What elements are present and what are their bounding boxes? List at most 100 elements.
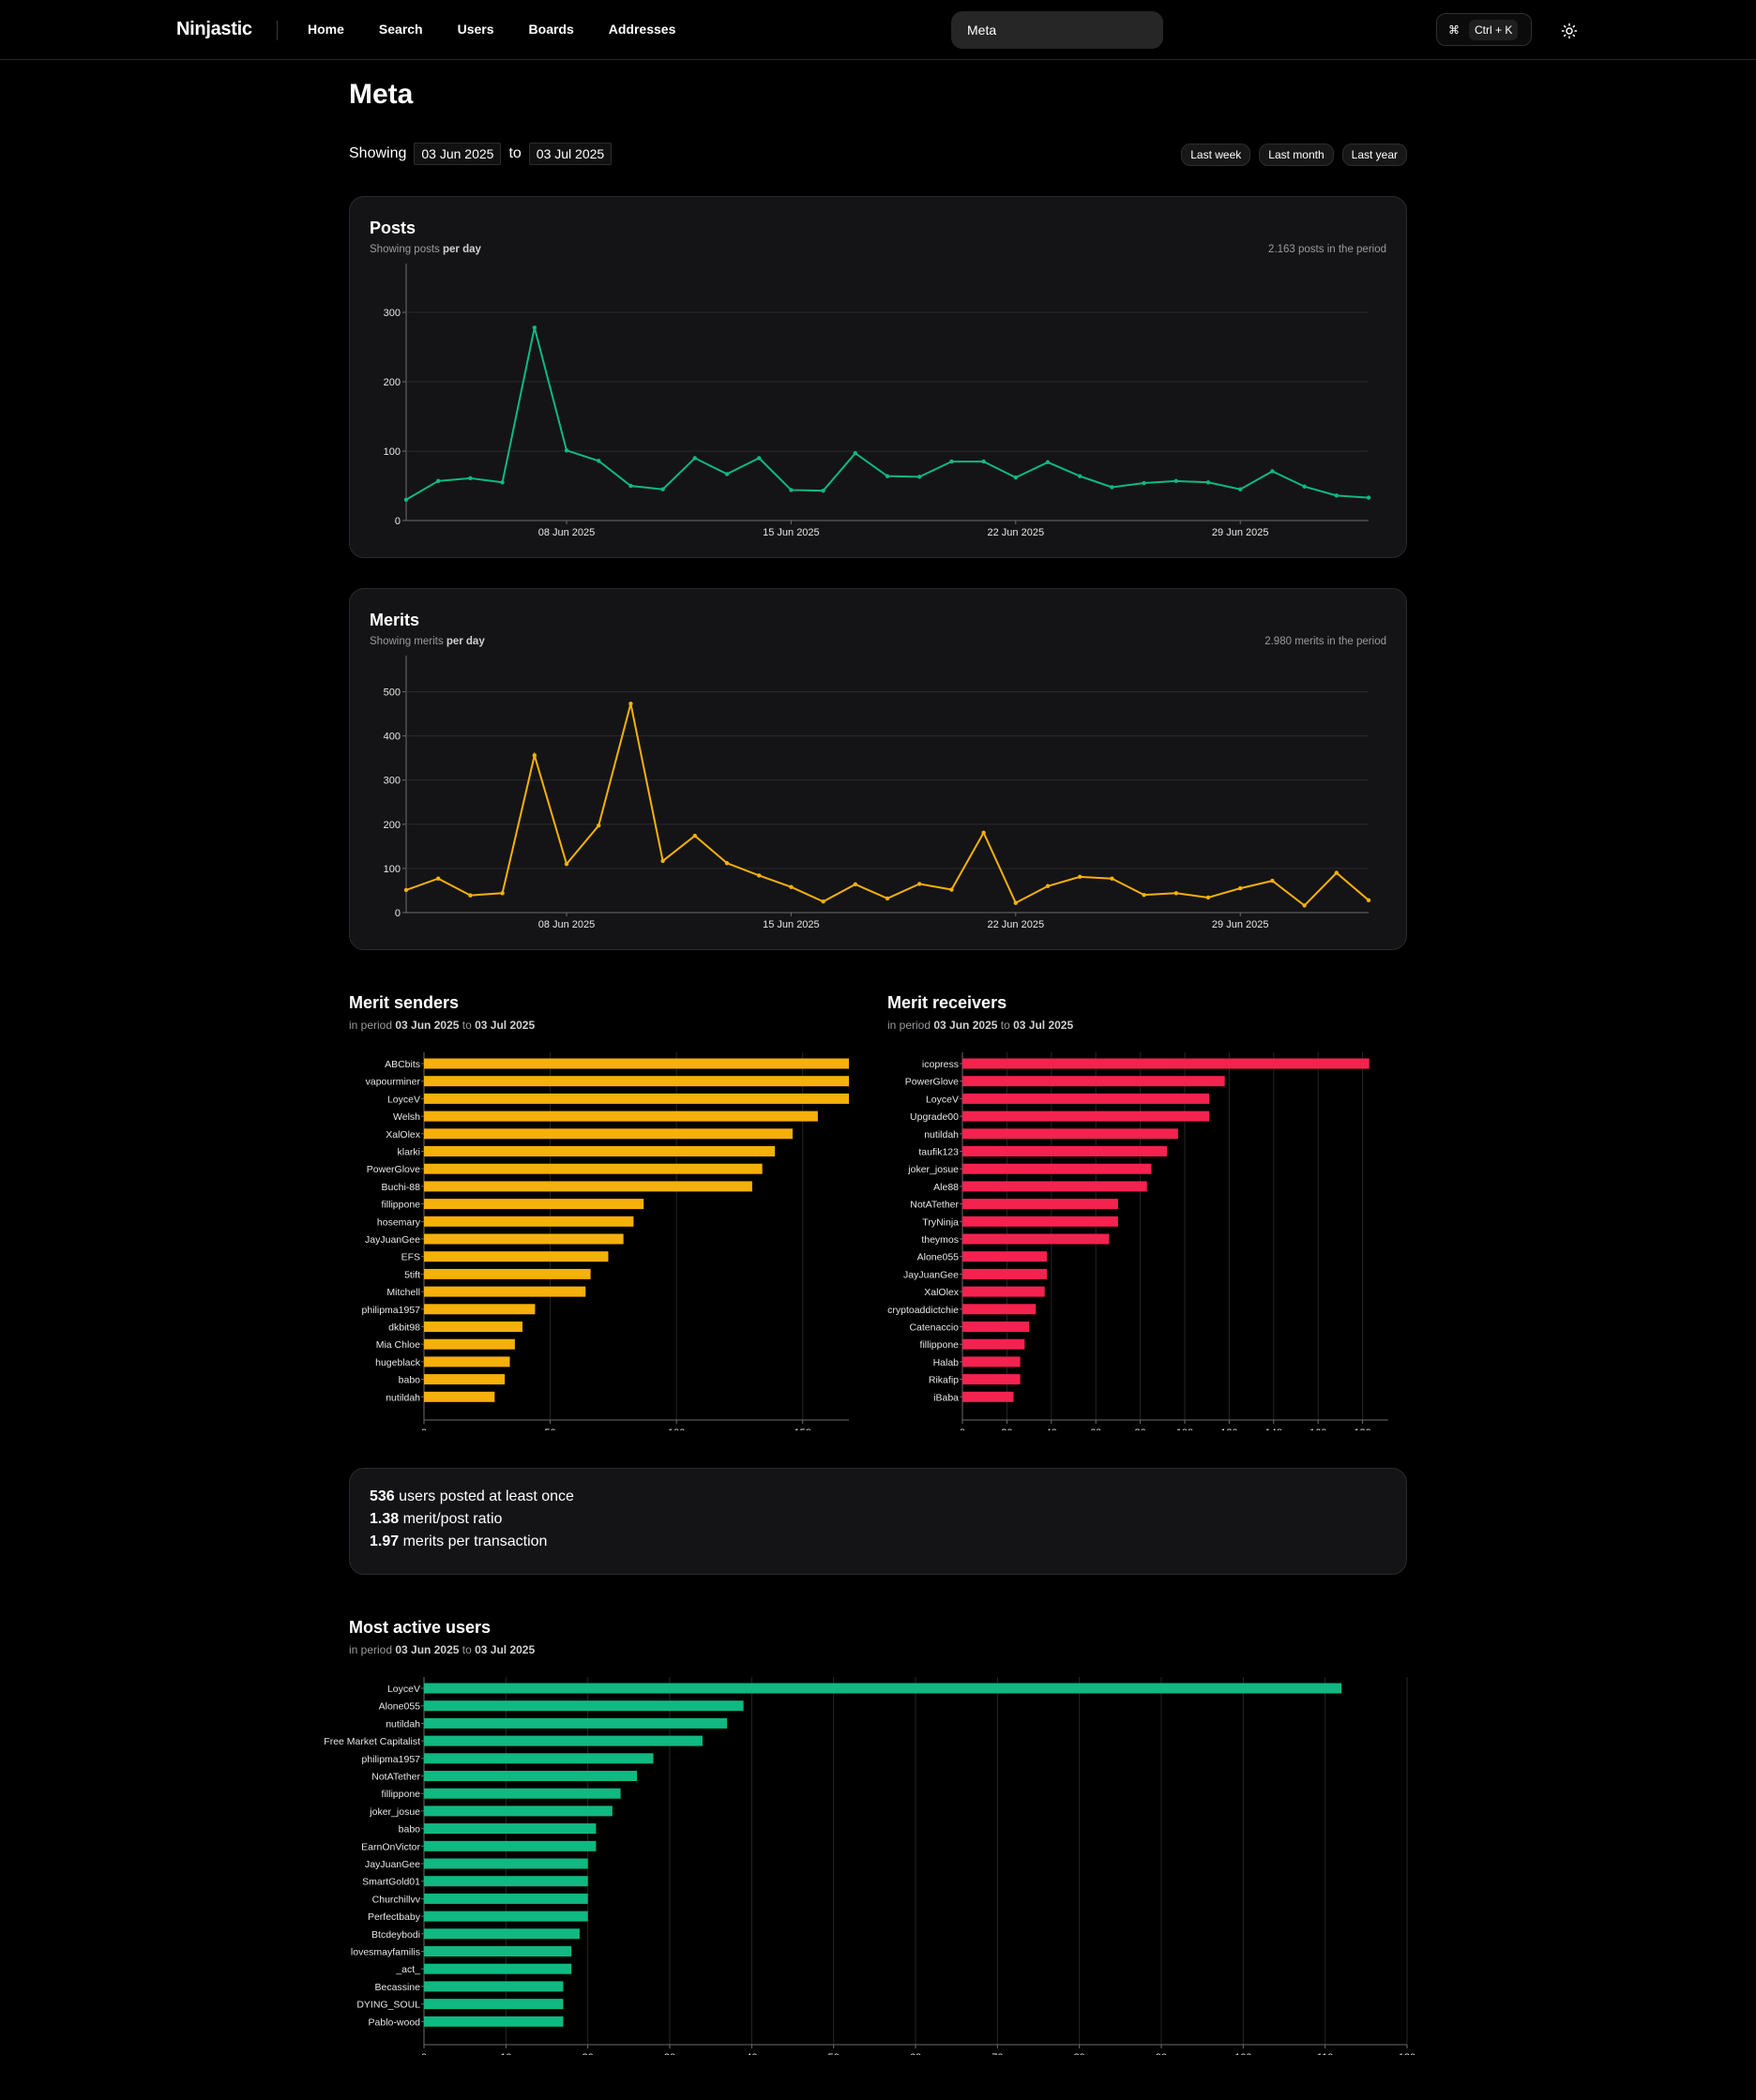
x-tick-label: 90 — [1156, 2052, 1167, 2055]
category-label: lovesmayfamilis — [351, 1947, 420, 1958]
bar — [424, 1928, 580, 1940]
bar — [424, 1110, 818, 1122]
data-point — [403, 887, 409, 893]
data-point — [532, 753, 537, 758]
data-point — [853, 451, 857, 456]
last-week-button[interactable]: Last week — [1181, 144, 1251, 166]
category-label: Alone055 — [379, 1701, 421, 1713]
category-label: JayJuanGee — [903, 1269, 959, 1280]
last-year-button[interactable]: Last year — [1341, 144, 1407, 166]
posts-total: 2.163 posts in the period — [1268, 244, 1386, 255]
data-point — [724, 861, 730, 866]
last-month-button[interactable]: Last month — [1259, 144, 1334, 166]
nav-link-users[interactable]: Users — [457, 22, 494, 37]
data-point — [1270, 878, 1275, 884]
bar — [424, 1199, 644, 1210]
bar — [962, 1233, 1110, 1245]
data-point — [500, 891, 505, 896]
bar — [424, 1374, 506, 1385]
data-point — [1110, 485, 1114, 490]
to-date-input[interactable]: 03 Jul 2025 — [528, 143, 613, 165]
bar — [424, 1876, 588, 1887]
data-point — [821, 488, 825, 493]
category-label: philipma1957 — [362, 1305, 421, 1316]
merits-per-transaction-stat: 1.97 merits per transaction — [370, 1533, 548, 1549]
x-tick-label: 30 — [664, 2052, 675, 2055]
category-label: JayJuanGee — [365, 1234, 420, 1246]
data-point — [597, 459, 601, 463]
nav-link-search[interactable]: Search — [378, 22, 423, 37]
x-tick-label: 15 Jun 2025 — [763, 919, 820, 930]
data-point — [660, 858, 665, 864]
category-label: Mia Chloe — [376, 1339, 420, 1351]
y-tick-label: 400 — [384, 732, 401, 743]
nav-link-boards[interactable]: Boards — [528, 22, 574, 37]
data-point — [1173, 478, 1178, 484]
active-users-subtitle: in period 03 Jun 2025 to 03 Jul 2025 — [349, 1643, 536, 1656]
command-palette-button[interactable]: ⌘ Ctrl + K — [1436, 13, 1532, 46]
category-label: Free Market Capitalist — [324, 1736, 420, 1747]
x-tick-label: 22 Jun 2025 — [988, 919, 1045, 930]
x-tick-label: 110 — [1317, 2052, 1334, 2055]
data-point — [1238, 487, 1243, 491]
bar — [424, 1717, 728, 1729]
x-tick-label: 100 — [1176, 1428, 1193, 1430]
data-point — [1205, 895, 1211, 900]
bar — [424, 1981, 564, 1992]
category-label: EFS — [401, 1252, 420, 1263]
bar — [962, 1286, 1045, 1297]
bar — [424, 1251, 609, 1262]
series-line — [405, 703, 1370, 907]
data-point — [403, 497, 409, 502]
x-tick-label: 180 — [1354, 1428, 1370, 1430]
data-point — [1302, 484, 1307, 489]
data-point — [1013, 475, 1018, 480]
category-label: hugeblack — [375, 1357, 421, 1368]
data-point — [1013, 900, 1018, 905]
data-point — [885, 474, 890, 478]
category-label: joker_josue — [907, 1164, 959, 1175]
site-logo[interactable]: Ninjastic — [176, 19, 252, 39]
from-date-input[interactable]: 03 Jun 2025 — [414, 143, 502, 165]
data-point — [1366, 898, 1371, 903]
bar — [424, 1076, 849, 1087]
y-tick-label: 200 — [384, 820, 401, 831]
bar — [962, 1146, 1168, 1156]
data-point — [1302, 903, 1307, 908]
data-point — [660, 487, 665, 491]
bar — [424, 1946, 572, 1956]
nav-link-addresses[interactable]: Addresses — [608, 22, 676, 37]
merits-total: 2.980 merits in the period — [1264, 636, 1386, 647]
y-tick-label: 100 — [384, 864, 401, 875]
category-label: cryptoaddictchie — [887, 1305, 959, 1316]
data-point — [949, 887, 954, 892]
category-label: 5tift — [404, 1269, 420, 1280]
nav-link-home[interactable]: Home — [308, 22, 344, 37]
theme-toggle-button[interactable] — [1557, 19, 1582, 43]
y-tick-label: 0 — [395, 516, 401, 527]
search-input[interactable] — [951, 11, 1163, 49]
y-tick-label: 300 — [384, 308, 401, 319]
most-active-users-bar-chart: 0 10 20 30 40 50 60 70 80 90 100 110 120 LoyceV Alone0… — [324, 1677, 1415, 2055]
category-label: Buchi-88 — [382, 1182, 421, 1193]
category-label: ABCbits — [385, 1059, 420, 1070]
sun-icon — [1561, 23, 1578, 39]
page-title: Meta — [349, 79, 414, 110]
range-buttons: Last week Last month Last year — [1181, 144, 1407, 166]
data-point — [692, 833, 697, 838]
bar — [962, 1128, 1178, 1140]
bar — [962, 1216, 1118, 1227]
x-tick-label: 40 — [746, 2052, 757, 2055]
bar — [424, 1286, 586, 1297]
bar — [424, 1771, 638, 1781]
bar — [424, 1840, 597, 1851]
bar — [962, 1338, 1025, 1350]
data-point — [757, 456, 762, 461]
data-point — [468, 893, 473, 898]
category-label: NotATether — [910, 1200, 959, 1211]
data-point — [564, 448, 569, 453]
data-point — [789, 488, 794, 492]
category-label: hosemary — [377, 1216, 421, 1228]
bar — [962, 1110, 1210, 1122]
posts-subtitle: Showing posts per day — [370, 244, 481, 255]
